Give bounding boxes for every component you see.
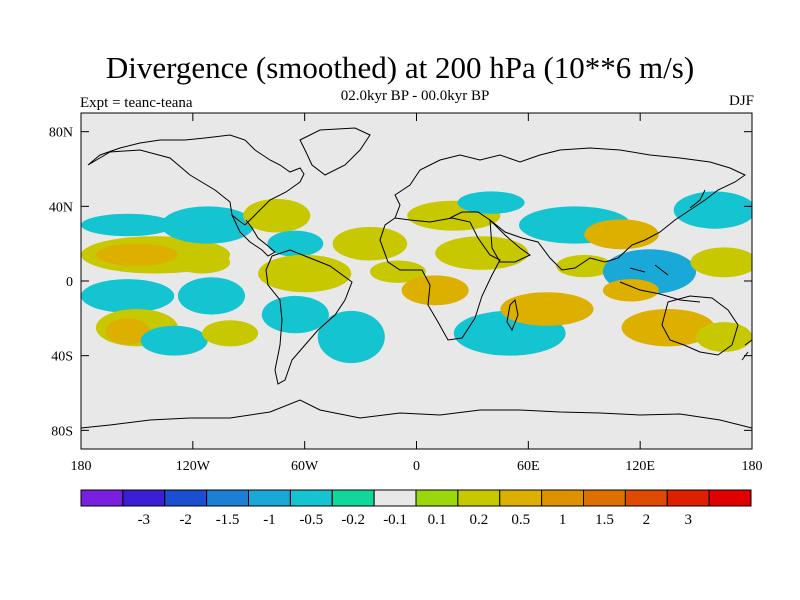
colorbar-swatch bbox=[206, 489, 249, 507]
colorbar-swatch bbox=[80, 489, 124, 507]
colorbar-swatch bbox=[122, 489, 166, 507]
x-tick-label: 120W bbox=[176, 459, 211, 474]
field-blob bbox=[621, 309, 715, 347]
colorbar-label: -1.5 bbox=[216, 512, 240, 528]
y-tick-label: 80N bbox=[49, 126, 73, 141]
colorbar-label: 0.2 bbox=[469, 512, 488, 528]
colorbar-swatch bbox=[708, 489, 752, 507]
y-axis: 80N 40N 0 40S 80S bbox=[49, 126, 752, 439]
field-blob bbox=[243, 198, 311, 233]
coast-antarctica bbox=[81, 399, 752, 429]
y-tick-label: 40N bbox=[49, 200, 73, 215]
colorbar-swatch bbox=[415, 489, 459, 507]
colorbar-swatch bbox=[457, 489, 501, 507]
colorbar-label: 3 bbox=[684, 512, 692, 528]
field-blob bbox=[500, 292, 594, 326]
colorbar-swatch bbox=[373, 489, 417, 507]
colorbar-label: -0.5 bbox=[299, 512, 323, 528]
colorbar-label: 2 bbox=[643, 512, 651, 528]
coast-greenland bbox=[299, 127, 371, 176]
colorbar-label: 1 bbox=[559, 512, 567, 528]
coast-south-america bbox=[265, 249, 353, 385]
coast-arabia bbox=[489, 218, 531, 263]
field-blob bbox=[81, 213, 175, 237]
x-tick-label: 180 bbox=[71, 459, 92, 474]
field-blob bbox=[317, 310, 385, 364]
field-blob bbox=[261, 295, 329, 334]
colorbar-label: 0.5 bbox=[511, 512, 530, 528]
coast-central-america bbox=[231, 214, 276, 257]
coast-australia bbox=[661, 295, 739, 356]
field-blob bbox=[690, 247, 752, 278]
colorbar-swatch bbox=[499, 489, 543, 507]
colorbar-label: -0.2 bbox=[341, 512, 365, 528]
x-tick-label: 180 bbox=[742, 459, 763, 474]
colorbar-swatch bbox=[331, 489, 375, 507]
colorbar-label: -3 bbox=[138, 512, 151, 528]
colorbar: -3 -2 -1.5 -1 -0.5 -0.2 -0.1 0.1 0.2 0.5 1 1.5 2 3 bbox=[80, 489, 752, 528]
x-tick-label: 60W bbox=[291, 459, 319, 474]
colorbar-swatch bbox=[164, 489, 208, 507]
colorbar-label: -2 bbox=[179, 512, 192, 528]
colorbar-swatch bbox=[624, 489, 668, 507]
colorbar-label: 0.1 bbox=[428, 512, 447, 528]
coast-madagascar bbox=[506, 298, 519, 332]
field-blob bbox=[161, 206, 255, 244]
field-blob bbox=[267, 230, 324, 257]
field-blob bbox=[673, 191, 752, 229]
plot-title: Divergence (smoothed) at 200 hPa (10**6 … bbox=[105, 50, 695, 85]
x-tick-label: 0 bbox=[413, 459, 420, 474]
colorbar-swatch bbox=[289, 489, 333, 507]
field-blob bbox=[95, 243, 178, 267]
y-tick-label: 40S bbox=[51, 350, 73, 365]
divergence-field bbox=[81, 191, 752, 364]
field-blob bbox=[602, 279, 659, 302]
field-blob bbox=[435, 236, 529, 270]
x-tick-label: 120E bbox=[625, 459, 655, 474]
field-blob bbox=[457, 191, 525, 214]
field-blob bbox=[174, 251, 231, 274]
colorbar-swatch bbox=[541, 489, 584, 507]
field-blob bbox=[177, 277, 246, 315]
field-blob bbox=[140, 325, 208, 356]
field-blob bbox=[202, 320, 259, 347]
plot-subtitle: 02.0kyr BP - 00.0kyr BP bbox=[340, 88, 490, 104]
field-blob bbox=[584, 219, 659, 250]
coast-indonesia bbox=[619, 264, 701, 303]
colorbar-label: 1.5 bbox=[595, 512, 614, 528]
x-axis: 180 120W 60W 0 60E 120E 180 bbox=[71, 113, 763, 474]
y-tick-label: 80S bbox=[51, 424, 73, 439]
colorbar-label: -0.1 bbox=[383, 512, 407, 528]
field-blob bbox=[369, 260, 426, 283]
coast-europe-africa bbox=[379, 217, 501, 341]
field-blob bbox=[105, 318, 150, 345]
field-blob bbox=[258, 254, 352, 293]
field-blob bbox=[401, 275, 469, 306]
coast-europe bbox=[394, 147, 746, 271]
coast-japan bbox=[689, 189, 706, 209]
experiment-label: Expt = teanc-teana bbox=[80, 95, 193, 111]
colorbar-swatch bbox=[248, 489, 291, 507]
colorbar-swatch bbox=[583, 489, 626, 507]
field-blob bbox=[81, 279, 175, 313]
coast-north-america bbox=[87, 134, 305, 226]
field-blob bbox=[696, 322, 752, 352]
coastlines bbox=[81, 127, 752, 429]
y-tick-label: 0 bbox=[66, 275, 73, 290]
colorbar-swatch bbox=[666, 489, 710, 507]
season-label: DJF bbox=[728, 93, 754, 109]
colorbar-label: -1 bbox=[263, 512, 276, 528]
field-blob bbox=[332, 226, 408, 261]
x-tick-label: 60E bbox=[517, 459, 540, 474]
